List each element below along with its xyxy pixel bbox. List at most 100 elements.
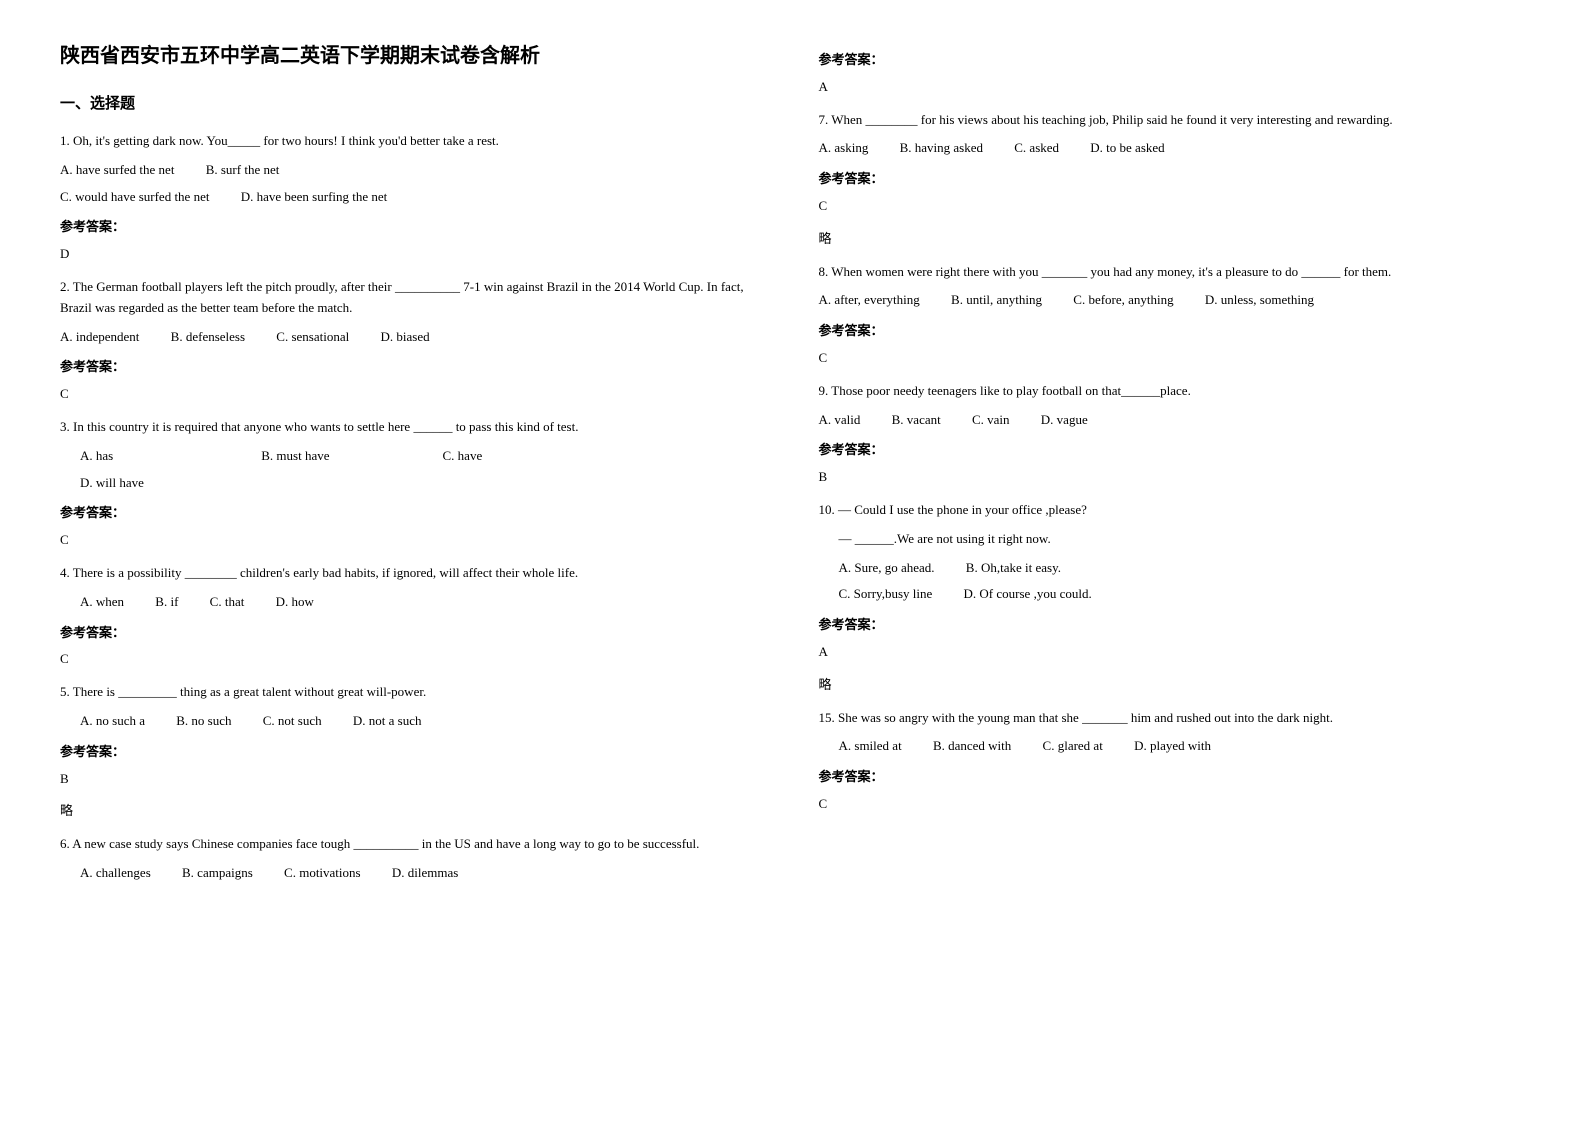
q1-opts-line2: C. would have surfed the net D. have bee… — [60, 187, 769, 208]
q5-answer-label: 参考答案： — [60, 742, 769, 763]
q3-opts-line1: A. has B. must have C. have — [60, 446, 769, 467]
q10-skip: 略 — [819, 675, 1528, 696]
q15-opts: A. smiled at B. danced with C. glared at… — [819, 736, 1528, 757]
q7-answer-label: 参考答案： — [819, 169, 1528, 190]
q4-opts: A. when B. if C. that D. how — [60, 592, 769, 613]
q9-optD: D. vague — [1041, 410, 1088, 431]
q2-optA: A. independent — [60, 327, 139, 348]
q9-text: 9. Those poor needy teenagers like to pl… — [819, 381, 1528, 402]
q15-answer-label: 参考答案： — [819, 767, 1528, 788]
right-column: 参考答案： A 7. When ________ for his views a… — [819, 40, 1528, 890]
q2-opts: A. independent B. defenseless C. sensati… — [60, 327, 769, 348]
q8-optC: C. before, anything — [1073, 290, 1173, 311]
q8-answer: C — [819, 348, 1528, 369]
q10-opts-line2: C. Sorry,busy line D. Of course ,you cou… — [819, 584, 1528, 605]
q8-answer-label: 参考答案： — [819, 321, 1528, 342]
q1-optB: B. surf the net — [206, 160, 280, 181]
q6-opts: A. challenges B. campaigns C. motivation… — [60, 863, 769, 884]
page-container: 陕西省西安市五环中学高二英语下学期期末试卷含解析 一、选择题 1. Oh, it… — [60, 40, 1527, 890]
q1-answer-label: 参考答案： — [60, 217, 769, 238]
q8-text: 8. When women were right there with you … — [819, 262, 1528, 283]
q8-optB: B. until, anything — [951, 290, 1042, 311]
q7-skip: 略 — [819, 229, 1528, 250]
q15-optA: A. smiled at — [839, 736, 902, 757]
q10-opts-line1: A. Sure, go ahead. B. Oh,take it easy. — [819, 558, 1528, 579]
section-header-1: 一、选择题 — [60, 92, 769, 116]
q2-answer-label: 参考答案： — [60, 357, 769, 378]
q1-text: 1. Oh, it's getting dark now. You_____ f… — [60, 131, 769, 152]
q3-optC: C. have — [443, 446, 483, 467]
q6-answer-label: 参考答案： — [819, 50, 1528, 71]
q8-optD: D. unless, something — [1205, 290, 1314, 311]
q7-answer: C — [819, 196, 1528, 217]
q15-text: 15. She was so angry with the young man … — [819, 708, 1528, 729]
q3-optB: B. must have — [261, 446, 411, 467]
q7-optB: B. having asked — [900, 138, 983, 159]
q6-answer: A — [819, 77, 1528, 98]
q4-optD: D. how — [276, 592, 314, 613]
q5-optB: B. no such — [176, 711, 231, 732]
q8-optA: A. after, everything — [819, 290, 920, 311]
q10-text: 10. — Could I use the phone in your offi… — [819, 500, 1528, 521]
q3-opts-line2: D. will have — [60, 473, 769, 494]
q10-text2: — ______.We are not using it right now. — [819, 529, 1528, 550]
q1-answer: D — [60, 244, 769, 265]
q3-answer-label: 参考答案： — [60, 503, 769, 524]
q5-text: 5. There is _________ thing as a great t… — [60, 682, 769, 703]
q3-optA: A. has — [80, 446, 230, 467]
q2-optC: C. sensational — [276, 327, 349, 348]
q4-answer-label: 参考答案： — [60, 623, 769, 644]
q6-text: 6. A new case study says Chinese compani… — [60, 834, 769, 855]
q5-optC: C. not such — [263, 711, 322, 732]
q10-optC: C. Sorry,busy line — [839, 584, 933, 605]
q6-optC: C. motivations — [284, 863, 361, 884]
q6-optD: D. dilemmas — [392, 863, 458, 884]
q1-optD: D. have been surfing the net — [241, 187, 388, 208]
q10-answer-label: 参考答案： — [819, 615, 1528, 636]
q4-optB: B. if — [155, 592, 178, 613]
q9-opts: A. valid B. vacant C. vain D. vague — [819, 410, 1528, 431]
q1-optC: C. would have surfed the net — [60, 187, 209, 208]
q15-optB: B. danced with — [933, 736, 1011, 757]
q4-answer: C — [60, 649, 769, 670]
q15-optD: D. played with — [1134, 736, 1211, 757]
q10-answer: A — [819, 642, 1528, 663]
q4-text: 4. There is a possibility ________ child… — [60, 563, 769, 584]
q3-text: 3. In this country it is required that a… — [60, 417, 769, 438]
q4-optC: C. that — [210, 592, 245, 613]
q2-optD: D. biased — [380, 327, 429, 348]
q2-text: 2. The German football players left the … — [60, 277, 769, 319]
q15-answer: C — [819, 794, 1528, 815]
q4-optA: A. when — [80, 592, 124, 613]
q2-answer: C — [60, 384, 769, 405]
q7-optD: D. to be asked — [1090, 138, 1164, 159]
q10-optB: B. Oh,take it easy. — [966, 558, 1061, 579]
q3-answer: C — [60, 530, 769, 551]
q5-answer: B — [60, 769, 769, 790]
q7-optA: A. asking — [819, 138, 869, 159]
q5-optD: D. not a such — [353, 711, 422, 732]
q9-optC: C. vain — [972, 410, 1010, 431]
q9-optB: B. vacant — [892, 410, 941, 431]
q9-optA: A. valid — [819, 410, 861, 431]
q10-optD: D. Of course ,you could. — [964, 584, 1092, 605]
q6-optB: B. campaigns — [182, 863, 253, 884]
q9-answer: B — [819, 467, 1528, 488]
q8-opts: A. after, everything B. until, anything … — [819, 290, 1528, 311]
document-title: 陕西省西安市五环中学高二英语下学期期末试卷含解析 — [60, 40, 769, 72]
q15-optC: C. glared at — [1043, 736, 1103, 757]
q10-optA: A. Sure, go ahead. — [839, 558, 935, 579]
q3-optD: D. will have — [80, 473, 144, 494]
q9-answer-label: 参考答案： — [819, 440, 1528, 461]
q7-text: 7. When ________ for his views about his… — [819, 110, 1528, 131]
q5-optA: A. no such a — [80, 711, 145, 732]
q6-optA: A. challenges — [80, 863, 151, 884]
q1-optA: A. have surfed the net — [60, 160, 174, 181]
q2-optB: B. defenseless — [171, 327, 245, 348]
q7-optC: C. asked — [1014, 138, 1059, 159]
q1-opts-line1: A. have surfed the net B. surf the net — [60, 160, 769, 181]
q7-opts: A. asking B. having asked C. asked D. to… — [819, 138, 1528, 159]
q5-opts: A. no such a B. no such C. not such D. n… — [60, 711, 769, 732]
q5-skip: 略 — [60, 801, 769, 822]
left-column: 陕西省西安市五环中学高二英语下学期期末试卷含解析 一、选择题 1. Oh, it… — [60, 40, 769, 890]
